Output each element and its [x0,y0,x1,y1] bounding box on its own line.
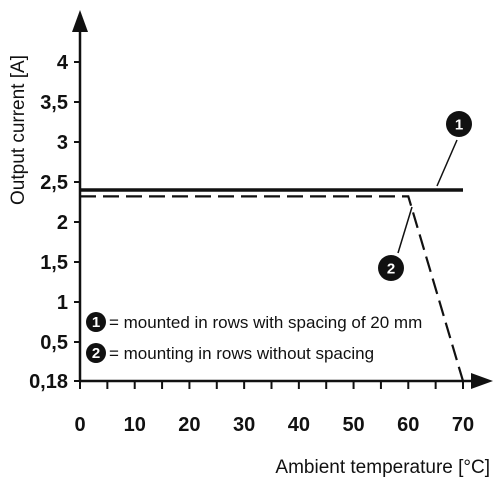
series-layer [80,188,465,382]
x-tick-label: 30 [233,414,255,436]
marker-circle [378,255,404,281]
legend-marker-number: 1 [92,314,100,331]
legend-marker-circle [86,343,106,363]
x-tick-label: 20 [178,414,200,436]
x-tick-label: 70 [452,414,474,436]
x-axis-arrow [471,373,493,389]
marker-circle [446,111,472,137]
y-tick-label: 3 [57,132,68,154]
y-tick-label: 0,18 [29,371,68,393]
legend-item-2: 2 = mounting in rows without spacing [86,343,374,363]
y-tick-label: 3,5 [40,92,68,114]
legend-text: = mounting in rows without spacing [109,344,374,363]
y-tick-label: 0,5 [40,332,68,354]
y-axis-arrow [72,10,88,32]
marker-number: 2 [387,261,395,278]
axes [72,10,493,389]
series-markers: 12 [378,111,472,281]
y-tick-label: 2 [57,212,68,234]
legend-item-1: 1 = mounted in rows with spacing of 20 mm [86,312,422,332]
marker-2-leader [397,206,413,254]
y-tick-label: 1,5 [40,252,68,274]
y-tick-label: 2,5 [40,172,68,194]
marker-number: 1 [455,117,463,134]
marker-1-leader [436,139,458,187]
x-tick-label: 50 [342,414,364,436]
x-tick-label: 60 [397,414,419,436]
series-line-2 [80,195,465,382]
series-marker-2: 2 [378,255,404,281]
x-tick-label: 40 [288,414,310,436]
legend-marker-number: 2 [92,345,100,362]
x-axis-ticks: 0 10 20 30 40 50 60 70 [74,381,474,436]
legend-text: = mounted in rows with spacing of 20 mm [109,313,422,332]
y-axis-ticks: 0,18 0,5 1 1,5 2 2,5 3 3,5 4 [29,52,80,393]
x-tick-label: 10 [124,414,146,436]
y-tick-label: 1 [57,292,68,314]
x-axis-title: Ambient temperature [°C] [275,457,490,478]
legend: 1 = mounted in rows with spacing of 20 mm… [86,312,422,363]
legend-marker-circle [86,312,106,332]
x-tick-label: 0 [74,414,85,436]
y-tick-label: 4 [57,52,69,74]
series-marker-1: 1 [446,111,472,137]
y-axis-title: Output current [A] [8,55,29,205]
